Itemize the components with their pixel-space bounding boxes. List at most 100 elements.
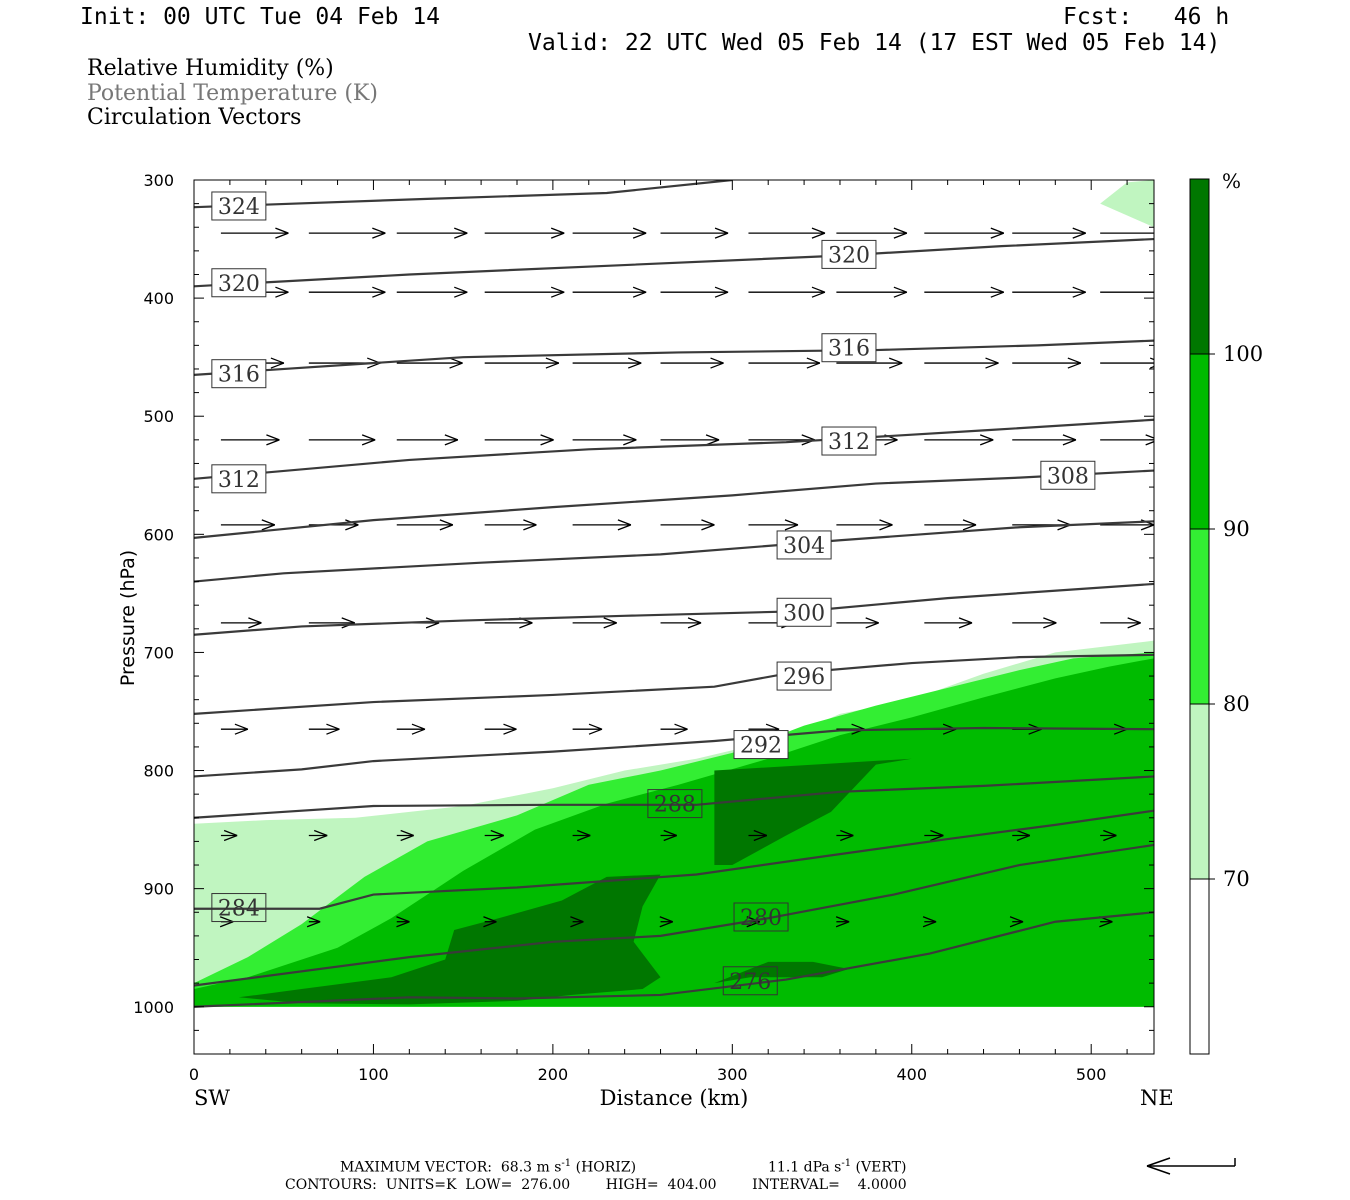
circulation-vector (570, 916, 584, 928)
colorbar-frame (1189, 178, 1210, 1055)
circulation-vector (396, 829, 414, 842)
theta-label-312: 312 (211, 464, 267, 494)
circulation-vector (220, 723, 249, 735)
circulation-vector (484, 286, 565, 298)
circulation-vector (308, 434, 376, 446)
rh-region-100-5 (714, 758, 912, 866)
theta-label-320: 320 (211, 268, 267, 298)
circulation-vector (748, 357, 821, 369)
circulation-vector (924, 617, 973, 629)
x-tick-label: 100 (358, 1065, 389, 1084)
y-tick-label: 900 (143, 880, 174, 899)
circulation-vector (1100, 617, 1141, 629)
y-tick-label: 400 (143, 289, 174, 308)
circulation-vector (396, 916, 410, 928)
circulation-vector (836, 357, 903, 369)
init-time: Init: 00 UTC Tue 04 Feb 14 (80, 4, 441, 30)
theta-label-316: 316 (211, 359, 267, 389)
vector-layer (219, 227, 1154, 928)
x-axis-label: Distance (km) (600, 1086, 749, 1110)
axis-layer: 0 100 200 300 400 500 300 400 500 600 700 800 900 100… (133, 171, 1154, 1084)
colorbar-swatch (1190, 529, 1209, 704)
circulation-vector (660, 829, 677, 842)
svg-text:276: 276 (729, 970, 771, 995)
circulation-vector (659, 916, 674, 928)
colorbar-swatch (1190, 704, 1209, 879)
x-tick-label: 500 (1076, 1065, 1107, 1084)
theta-label-320: 320 (821, 239, 877, 269)
colorbar-label: 100 (1223, 342, 1263, 366)
svg-text:312: 312 (828, 430, 870, 455)
circulation-vector (220, 227, 289, 239)
theta-contour-284 (194, 809, 1154, 910)
theta-label-292: 292 (733, 730, 789, 760)
circulation-vector (484, 829, 505, 842)
colorbar-unit: % (1222, 169, 1241, 193)
theta-contour-280 (194, 843, 1154, 987)
rh-region-100-4 (238, 874, 661, 1005)
circulation-vector (396, 723, 426, 735)
svg-text:288: 288 (654, 793, 696, 818)
theta-label-280: 280 (733, 902, 789, 932)
svg-text:324: 324 (218, 195, 260, 220)
y-tick-label: 500 (143, 407, 174, 426)
colorbar-swatch (1190, 879, 1209, 1054)
footer-contours: CONTOURS: UNITS=K LOW= 276.00 HIGH= 404.… (285, 1177, 907, 1193)
svg-text:280: 280 (740, 906, 782, 931)
svg-text:300: 300 (783, 601, 825, 626)
rh-region-70-1 (1100, 180, 1154, 228)
svg-text:292: 292 (740, 734, 782, 759)
circulation-vector (748, 286, 826, 298)
footer-max-vector: MAXIMUM VECTOR: 68.3 m s-1 (HORIZ) (340, 1158, 637, 1176)
circulation-vector (484, 723, 517, 735)
circulation-vector (924, 829, 944, 842)
circulation-vector (220, 829, 238, 842)
circulation-vector (1100, 232, 1154, 234)
theta-contour-296 (194, 653, 1154, 715)
circulation-vector (308, 227, 386, 239)
circulation-vector (572, 227, 647, 239)
circulation-vector (396, 519, 454, 531)
theta-contour-300 (194, 582, 1154, 636)
svg-text:320: 320 (828, 243, 870, 268)
circulation-vector (924, 519, 977, 531)
theta-label-312: 312 (821, 426, 877, 456)
circulation-vector (308, 829, 328, 842)
circulation-vector (572, 723, 603, 735)
circulation-vector (748, 227, 826, 239)
theta-label-308: 308 (1040, 460, 1096, 490)
circulation-vector (1100, 434, 1154, 446)
circulation-vector (660, 723, 688, 735)
circulation-vector (308, 286, 386, 298)
svg-text:308: 308 (1047, 464, 1089, 489)
theta-contour-312 (194, 418, 1154, 480)
circulation-vector (572, 434, 637, 446)
circulation-vector (396, 434, 459, 446)
circulation-vector (572, 286, 647, 298)
circulation-vector (220, 519, 276, 531)
y-tick-label: 1000 (133, 998, 174, 1017)
theta-label-300: 300 (776, 597, 832, 627)
forecast-hour: Fcst: 46 h (1063, 4, 1230, 30)
title-circulation-vectors: Circulation Vectors (87, 105, 302, 130)
circulation-vector (572, 829, 591, 842)
colorbar-swatch (1190, 179, 1209, 354)
circulation-vector (1100, 291, 1154, 293)
valid-time: Valid: 22 UTC Wed 05 Feb 14 (17 EST Wed … (528, 30, 1221, 56)
circulation-vector (1100, 829, 1117, 842)
circulation-vector (836, 829, 854, 842)
svg-text:296: 296 (783, 665, 825, 690)
colorbar-label: 80 (1223, 692, 1250, 716)
circulation-vector (748, 519, 799, 531)
colorbar-label: 90 (1223, 517, 1250, 541)
circulation-vector (748, 829, 768, 842)
circulation-vector (396, 286, 468, 298)
svg-text:320: 320 (218, 272, 260, 297)
circulation-vector (572, 357, 642, 369)
circulation-vector (660, 519, 715, 531)
circulation-vector (660, 227, 729, 239)
circulation-vector (660, 286, 729, 298)
circulation-vector (836, 617, 879, 629)
theta-contour-layer (194, 180, 1154, 1008)
